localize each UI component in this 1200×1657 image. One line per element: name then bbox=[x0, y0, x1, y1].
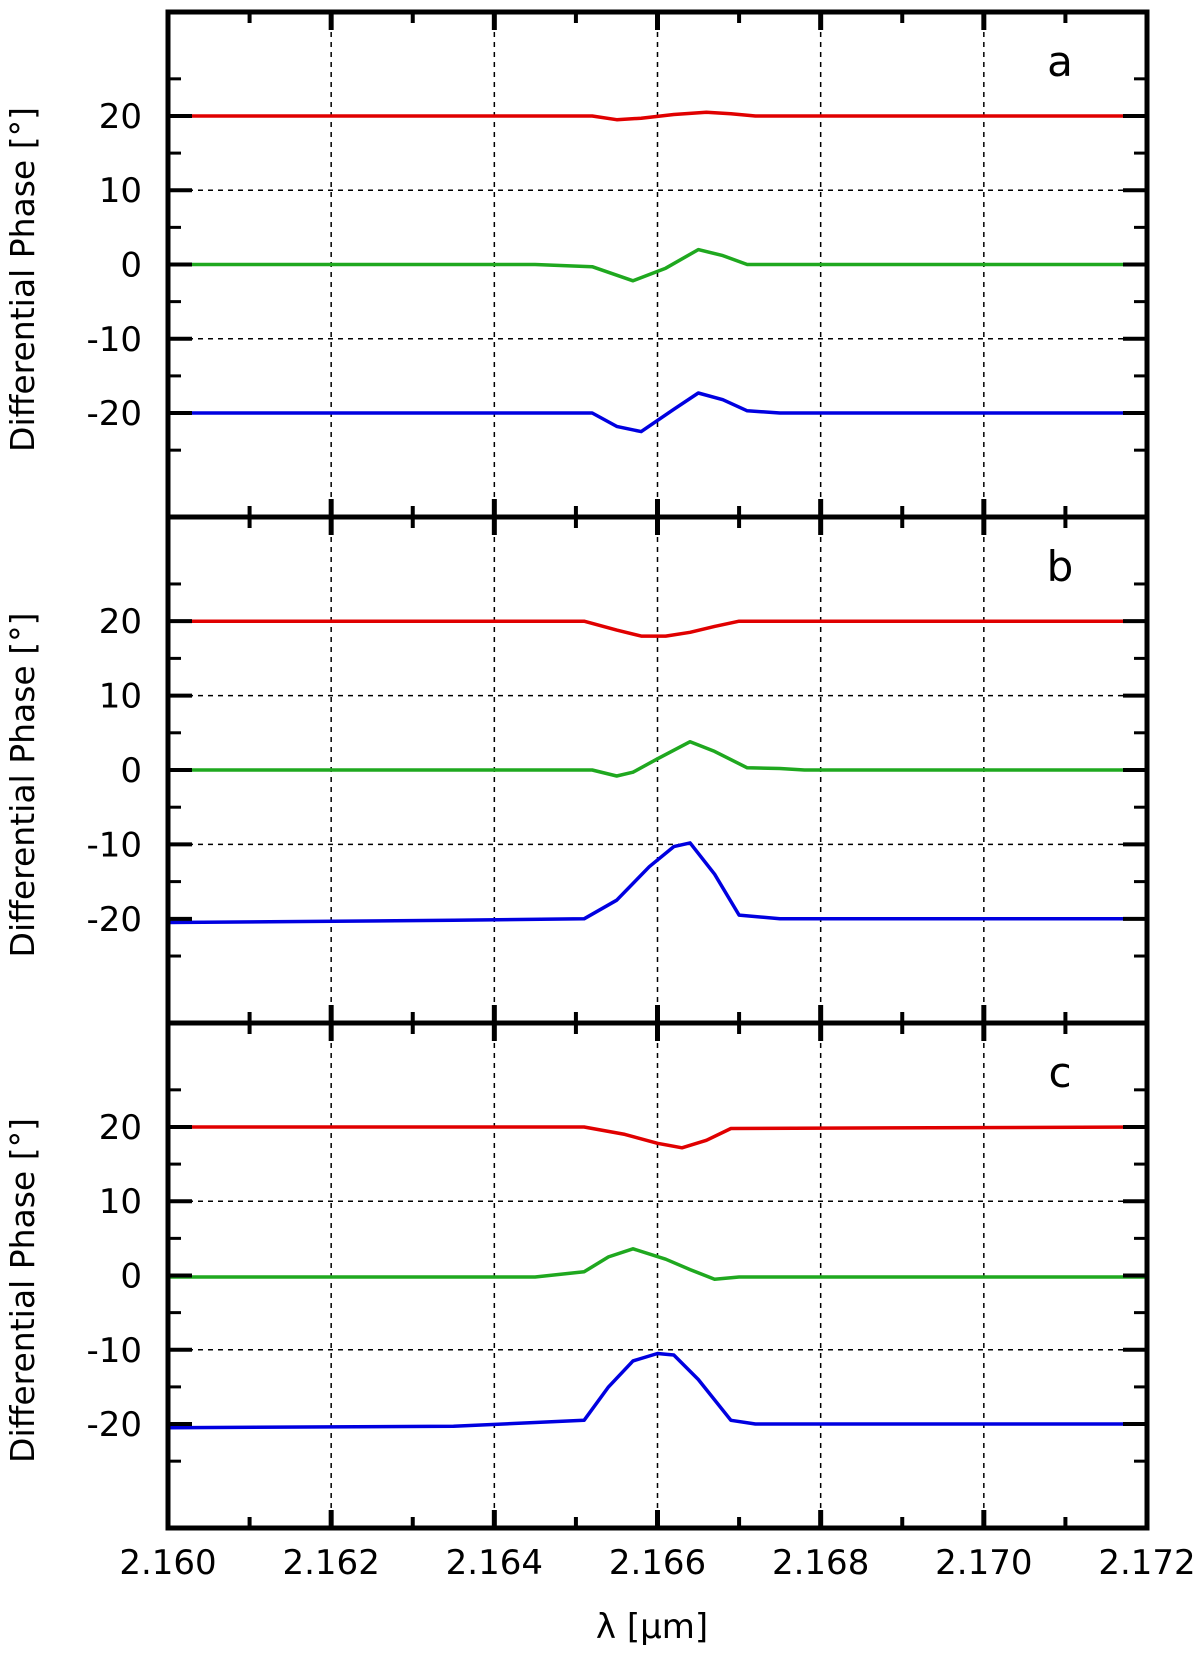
panel-c-ytick-label: 20 bbox=[99, 1108, 142, 1148]
panel-a-ytick-label: -10 bbox=[86, 320, 142, 360]
panel-b-ytick-label: 0 bbox=[120, 751, 142, 791]
panel-b-letter: b bbox=[1047, 542, 1074, 591]
frame-layer bbox=[165, 9, 1150, 1531]
panel-c-ytick-label: -20 bbox=[86, 1405, 142, 1445]
panel-a-ytick-label: -20 bbox=[86, 394, 142, 434]
x-tick-label: 2.164 bbox=[446, 1543, 543, 1583]
panel-a-y-axis-label: Differential Phase [°] bbox=[3, 107, 42, 452]
panel-a-ytick-label: 0 bbox=[120, 246, 142, 286]
panel-b-y-axis-label: Differential Phase [°] bbox=[3, 613, 42, 958]
panel-c-ytick-label: 0 bbox=[120, 1257, 142, 1297]
panel-a-series-bottom bbox=[168, 391, 1147, 434]
x-tick-label: 2.172 bbox=[1098, 1543, 1195, 1583]
panel-c-ytick-label: 10 bbox=[99, 1182, 142, 1222]
panel-b-series-top bbox=[168, 619, 1147, 638]
panel-c-y-axis-label: Differential Phase [°] bbox=[3, 1118, 42, 1463]
x-tick-label: 2.162 bbox=[282, 1543, 379, 1583]
label-layer: 20 10 0 -10 -20 a Differential Phase [°] 20 10 0 -… bbox=[3, 37, 1196, 1583]
panel-a-ytick-label: 20 bbox=[99, 97, 142, 137]
panel-a-series-middle bbox=[168, 247, 1147, 283]
panel-c-ytick-label: -10 bbox=[86, 1331, 142, 1371]
panel-c-series-middle bbox=[168, 1247, 1147, 1281]
panel-b-series-middle bbox=[168, 739, 1147, 778]
panel-a-ytick-label: 10 bbox=[99, 171, 142, 211]
x-axis-label: λ [μm] bbox=[596, 1607, 708, 1647]
series-layer bbox=[167, 110, 1148, 1430]
panel-b-series-bottom bbox=[167, 841, 1147, 925]
x-tick-label: 2.160 bbox=[119, 1543, 216, 1583]
panel-c-series-bottom bbox=[167, 1351, 1147, 1430]
panel-b-ytick-label: -20 bbox=[86, 900, 142, 940]
panel-a-letter: a bbox=[1047, 37, 1073, 86]
x-tick-label: 2.166 bbox=[609, 1543, 706, 1583]
panel-c-frame bbox=[165, 1020, 1150, 1531]
panel-b-ytick-label: 20 bbox=[99, 602, 142, 642]
panel-c-series-top bbox=[168, 1125, 1148, 1150]
x-tick-label: 2.168 bbox=[772, 1543, 869, 1583]
x-tick-label: 2.170 bbox=[935, 1543, 1032, 1583]
panel-a-series-top bbox=[168, 110, 1147, 122]
panel-c-letter: c bbox=[1048, 1048, 1071, 1097]
panel-b-ytick-label: -10 bbox=[86, 825, 142, 865]
panel-b-ytick-label: 10 bbox=[99, 677, 142, 717]
